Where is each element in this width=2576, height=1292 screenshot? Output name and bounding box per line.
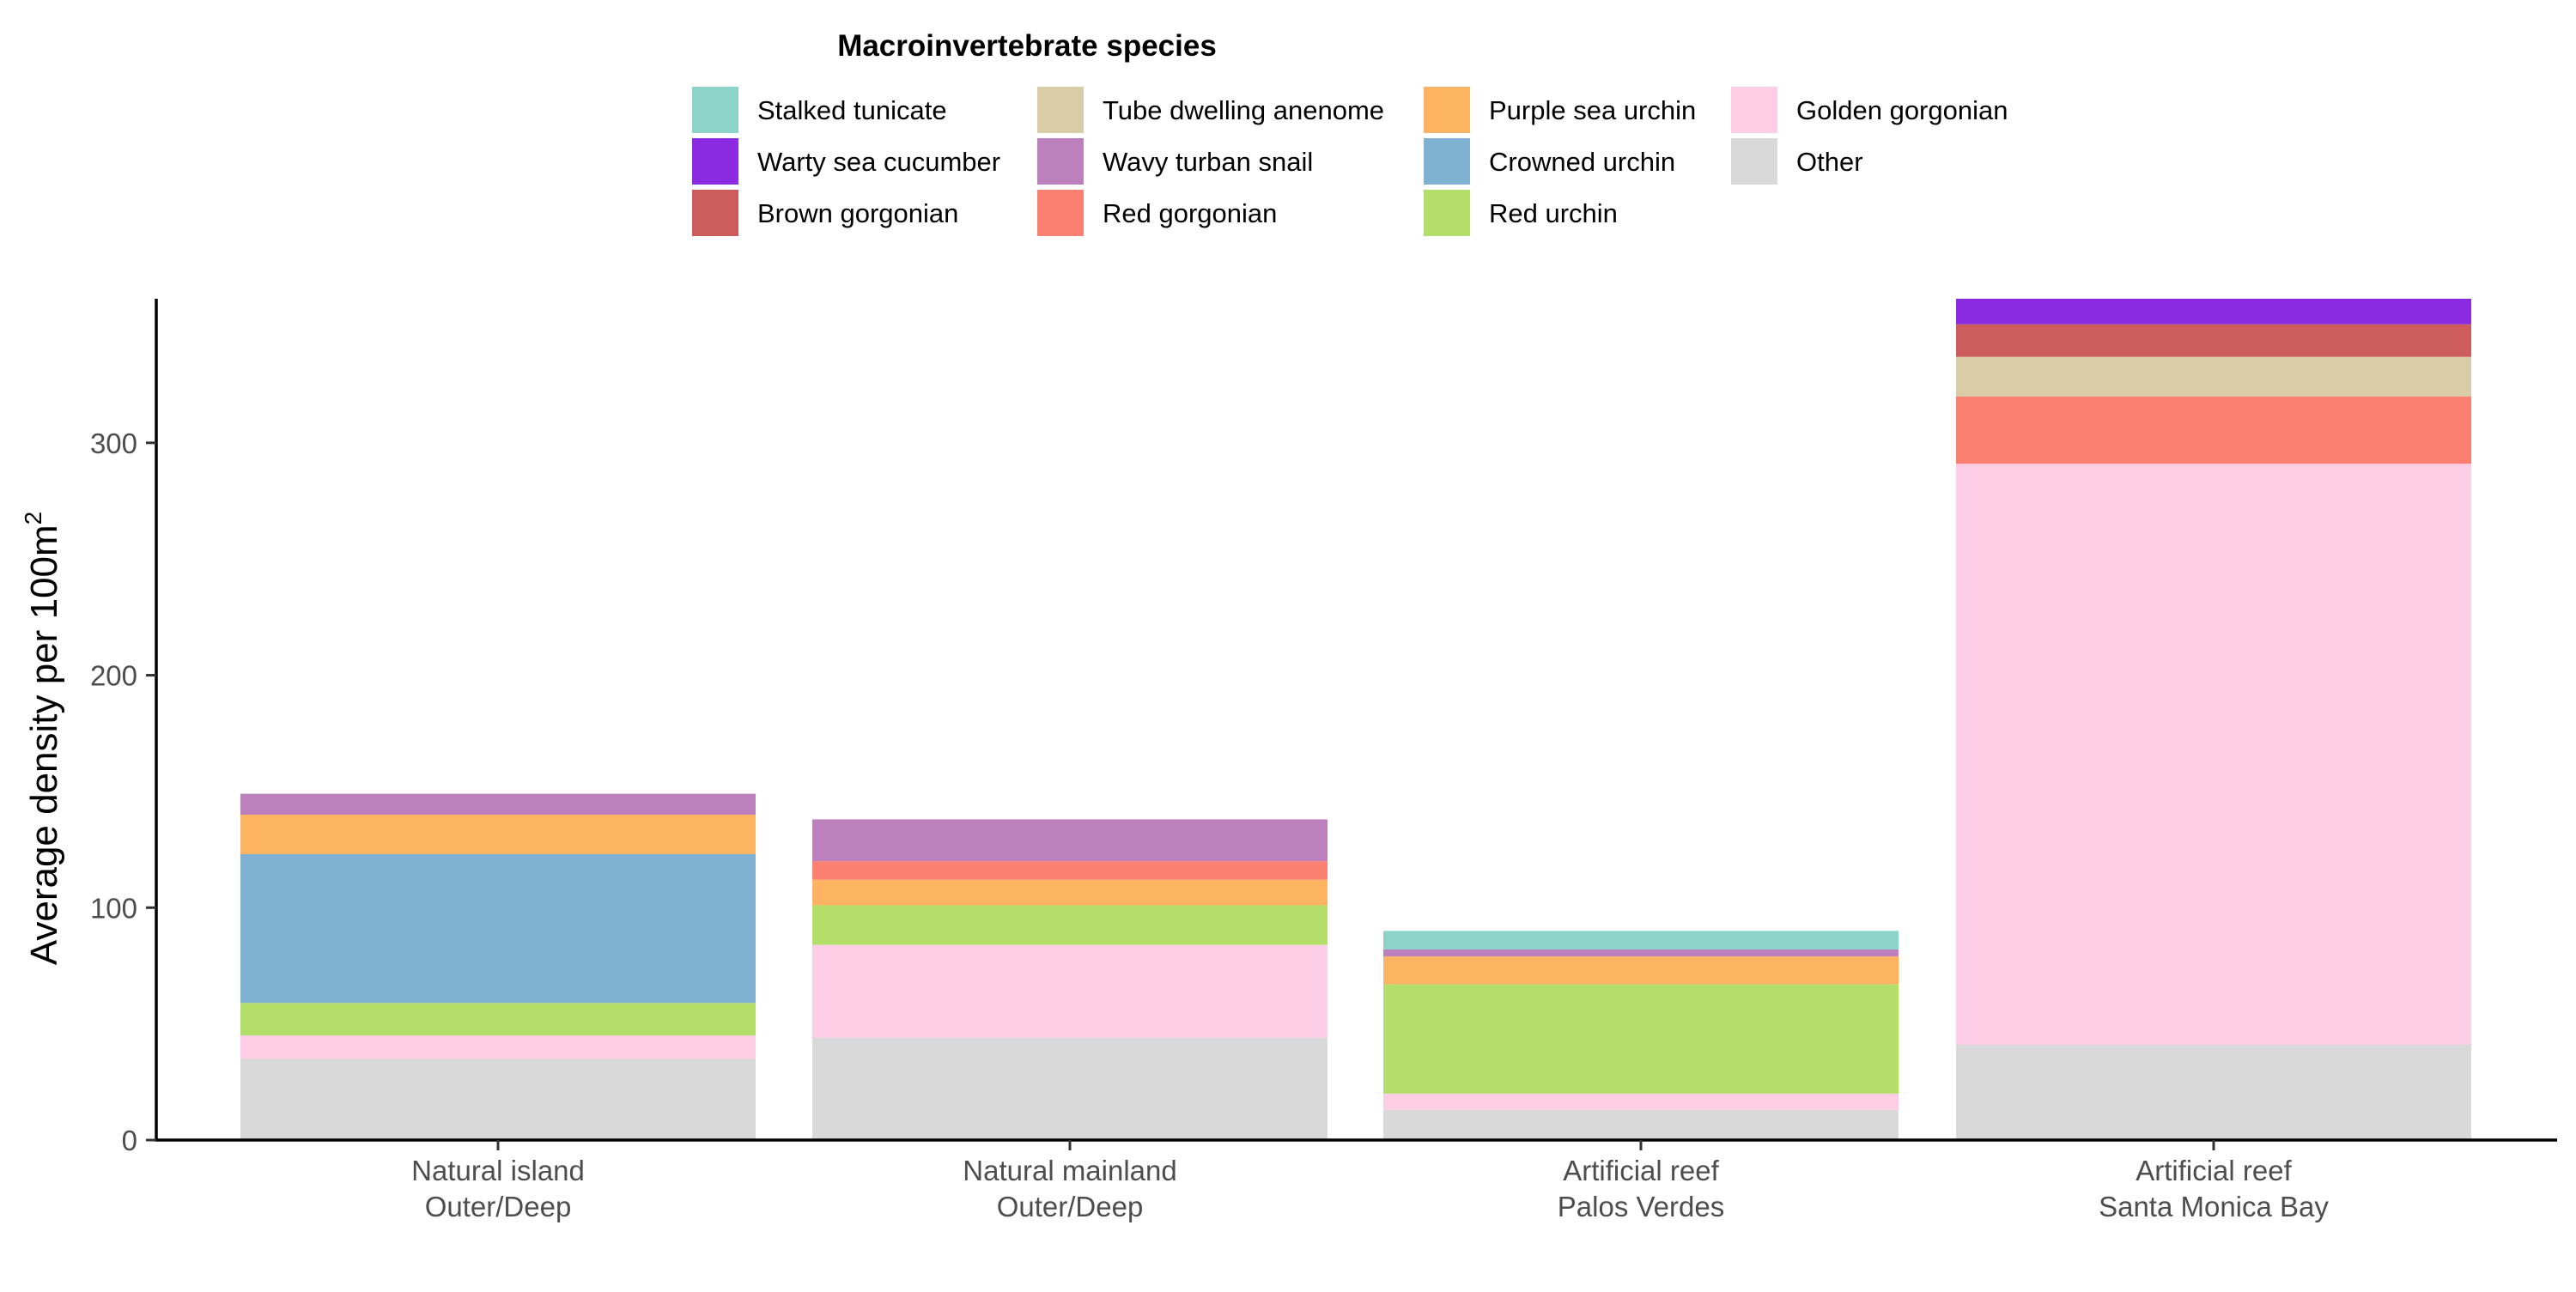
bar-segment-natural-mainland-outer-deep-purple-sea-urchin <box>812 879 1327 906</box>
bar-segment-natural-island-outer-deep-purple-sea-urchin <box>240 814 756 855</box>
legend-item-red-gorgonian: Red gorgonian <box>1037 190 1277 236</box>
legend-label: Crowned urchin <box>1489 147 1675 177</box>
x-tick-label-natural-island-outer-deep: Natural island Outer/Deep <box>411 1155 585 1222</box>
y-ticks: 0 100 200 300 <box>90 428 156 1156</box>
bar-segment-artificial-reef-palos-verdes-golden-gorgonian <box>1383 1093 1899 1110</box>
y-axis-title-superscript: 2 <box>20 512 46 525</box>
legend-key <box>1731 138 1777 185</box>
legend-item-purple-sea-urchin: Purple sea urchin <box>1424 87 1696 133</box>
legend-item-crowned-urchin: Crowned urchin <box>1424 138 1675 185</box>
axes <box>155 299 2557 1142</box>
legend-label: Warty sea cucumber <box>757 147 1000 177</box>
legend-key <box>1424 190 1470 236</box>
bar-segment-natural-island-outer-deep-other <box>240 1058 756 1140</box>
legend-title: Macroinvertebrate species <box>837 29 1217 63</box>
bar-segment-natural-mainland-outer-deep-golden-gorgonian <box>812 944 1327 1038</box>
legend-item-warty-sea-cucumber: Warty sea cucumber <box>692 138 1000 185</box>
bar-segment-artificial-reef-palos-verdes-other <box>1383 1109 1899 1140</box>
legend-label: Red urchin <box>1489 198 1618 228</box>
bar-segment-artificial-reef-santa-monica-bay-golden-gorgonian <box>1956 464 2471 1046</box>
legend-key <box>692 87 738 133</box>
legend-label: Golden gorgonian <box>1796 95 2008 125</box>
legend-key <box>1424 138 1470 185</box>
legend-key <box>1037 138 1084 185</box>
legend: Macroinvertebrate species Stalked tunica… <box>692 29 2008 236</box>
bar-segment-artificial-reef-palos-verdes-stalked-tunicate <box>1383 931 1899 950</box>
y-tick-label: 0 <box>122 1125 137 1156</box>
legend-item-golden-gorgonian: Golden gorgonian <box>1731 87 2008 133</box>
legend-key <box>692 190 738 236</box>
legend-label: Purple sea urchin <box>1489 95 1696 125</box>
bar-segment-natural-island-outer-deep-crowned-urchin <box>240 854 756 1004</box>
legend-item-brown-gorgonian: Brown gorgonian <box>692 190 958 236</box>
bar-segment-artificial-reef-santa-monica-bay-brown-gorgonian <box>1956 324 2471 357</box>
y-tick-label: 300 <box>90 428 137 459</box>
legend-item-other: Other <box>1731 138 1863 185</box>
x-tick-label-artificial-reef-palos-verdes: Artificial reef Palos Verdes <box>1558 1155 1724 1222</box>
bar-segment-artificial-reef-santa-monica-bay-red-gorgonian <box>1956 396 2471 464</box>
legend-item-stalked-tunicate: Stalked tunicate <box>692 87 947 133</box>
legend-key <box>692 138 738 185</box>
bar-segment-natural-island-outer-deep-wavy-turban-snail <box>240 793 756 815</box>
legend-key <box>1037 87 1084 133</box>
legend-label: Red gorgonian <box>1103 198 1277 228</box>
y-tick-label: 100 <box>90 892 137 924</box>
legend-label: Brown gorgonian <box>757 198 958 228</box>
legend-label: Stalked tunicate <box>757 95 947 125</box>
bar-segment-artificial-reef-palos-verdes-purple-sea-urchin <box>1383 956 1899 985</box>
legend-item-wavy-turban-snail: Wavy turban snail <box>1037 138 1313 185</box>
bars <box>240 299 2471 1140</box>
bar-segment-natural-island-outer-deep-red-urchin <box>240 1003 756 1036</box>
y-axis-title-main: Average density per 100m <box>23 525 65 965</box>
bar-segment-artificial-reef-santa-monica-bay-warty-sea-cucumber <box>1956 299 2471 325</box>
bar-segment-artificial-reef-santa-monica-bay-tube-dwelling-anenome <box>1956 356 2471 397</box>
y-axis-title: Average density per 100m2 <box>20 512 65 965</box>
legend-label: Tube dwelling anenome <box>1103 95 1384 125</box>
legend-key <box>1037 190 1084 236</box>
bar-segment-natural-mainland-outer-deep-red-urchin <box>812 905 1327 945</box>
legend-key <box>1731 87 1777 133</box>
bar-segment-artificial-reef-palos-verdes-red-urchin <box>1383 984 1899 1094</box>
x-tick-label-natural-mainland-outer-deep: Natural mainland Outer/Deep <box>963 1155 1176 1222</box>
bar-segment-artificial-reef-santa-monica-bay-other <box>1956 1045 2471 1140</box>
legend-item-tube-dwelling-anenome: Tube dwelling anenome <box>1037 87 1384 133</box>
y-tick-label: 200 <box>90 660 137 692</box>
legend-item-red-urchin: Red urchin <box>1424 190 1618 236</box>
bar-segment-natural-island-outer-deep-golden-gorgonian <box>240 1035 756 1059</box>
legend-label: Other <box>1796 147 1863 177</box>
bar-segment-natural-mainland-outer-deep-red-gorgonian <box>812 861 1327 880</box>
bar-segment-artificial-reef-palos-verdes-wavy-turban-snail <box>1383 949 1899 957</box>
legend-label: Wavy turban snail <box>1103 147 1313 177</box>
bar-segment-natural-mainland-outer-deep-other <box>812 1037 1327 1140</box>
x-tick-label-artificial-reef-santa-monica-bay: Artificial reef Santa Monica Bay <box>2099 1155 2329 1222</box>
legend-key <box>1424 87 1470 133</box>
x-ticks: Natural island Outer/Deep Natural mainland… <box>411 1140 2329 1222</box>
bar-segment-natural-mainland-outer-deep-wavy-turban-snail <box>812 819 1327 862</box>
